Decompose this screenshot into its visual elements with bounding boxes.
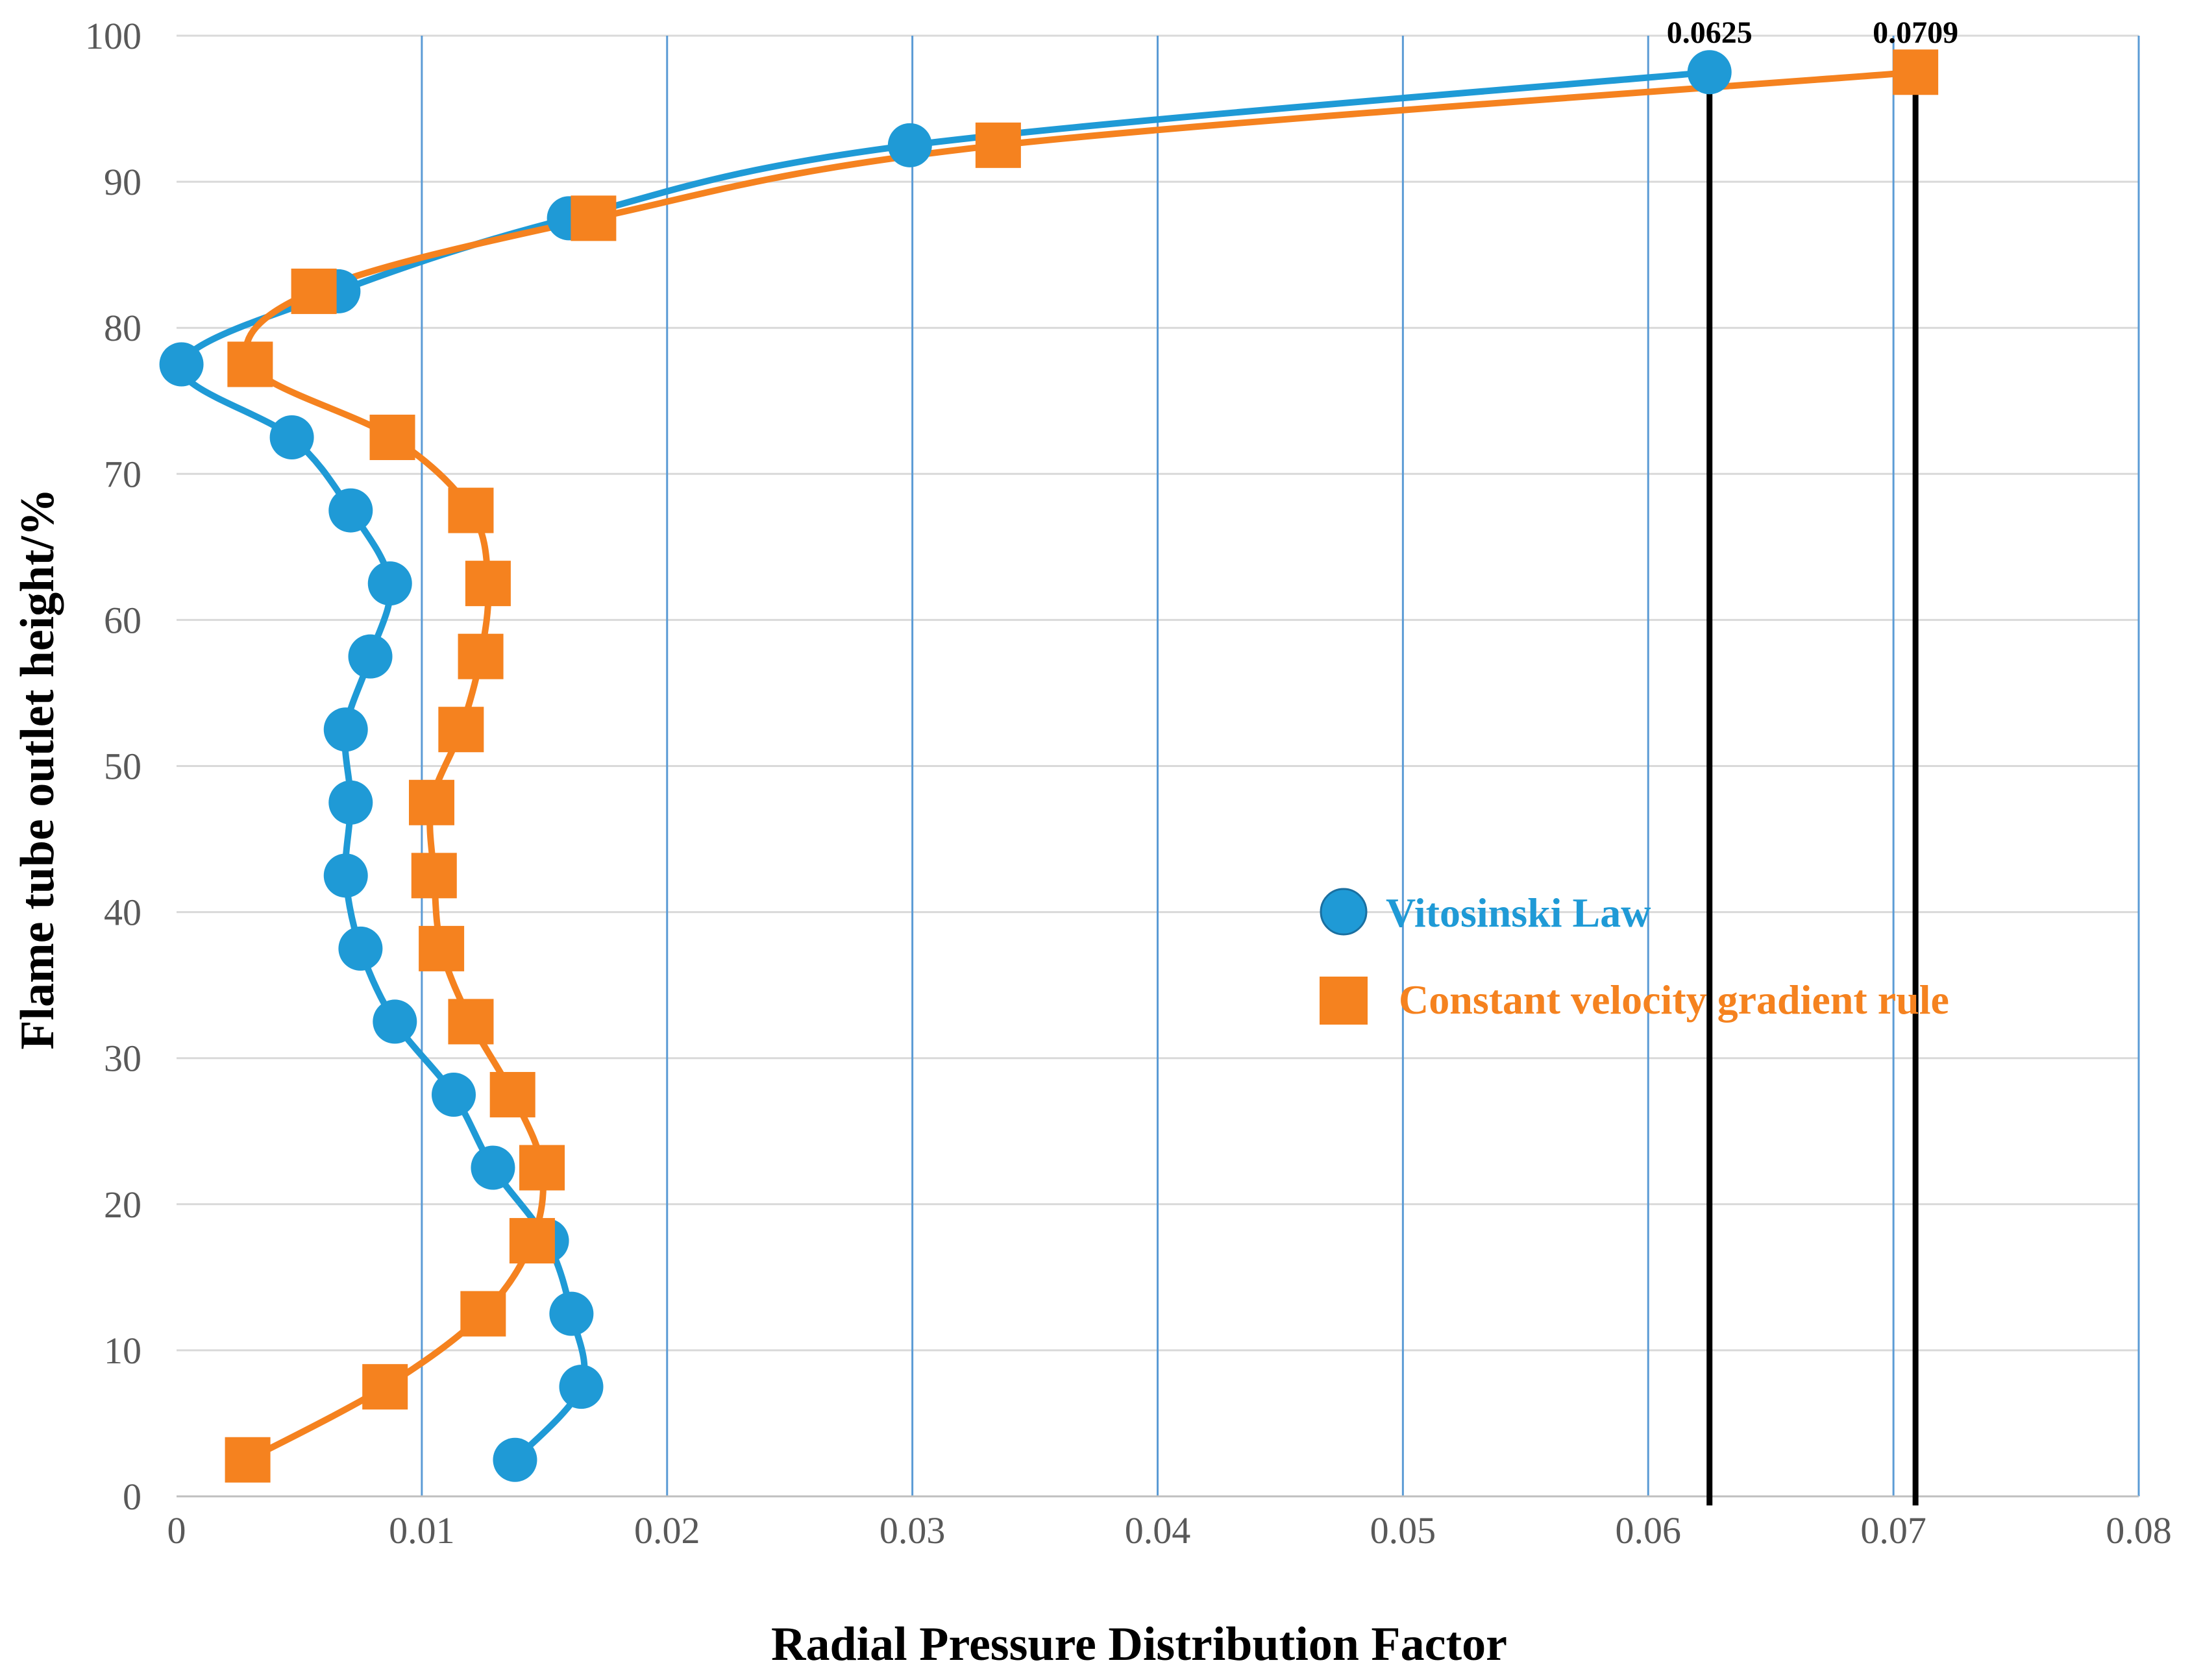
data-point-vitosinski <box>328 780 373 825</box>
y-axis-title: Flame tube outlet height/% <box>11 488 64 1049</box>
annotation-label: 0.0709 <box>1873 16 1958 50</box>
y-tick-label: 70 <box>104 453 141 495</box>
data-point-constant-velocity <box>362 1364 408 1410</box>
y-tick-label: 60 <box>104 599 141 641</box>
data-point-constant-velocity <box>369 415 415 461</box>
vertical-gridlines <box>421 36 2140 1496</box>
data-point-vitosinski <box>373 999 417 1044</box>
y-tick-label: 10 <box>104 1330 141 1372</box>
data-point-vitosinski <box>431 1072 476 1117</box>
data-point-constant-velocity <box>975 122 1021 168</box>
data-point-vitosinski <box>348 634 393 679</box>
y-tick-label: 0 <box>123 1476 141 1518</box>
data-point-constant-velocity <box>448 487 494 533</box>
data-point-vitosinski <box>367 561 412 606</box>
data-point-constant-velocity <box>411 853 457 899</box>
data-point-vitosinski <box>269 415 314 460</box>
x-tick-labels: 0 0.01 0.02 0.03 0.04 0.05 0.06 0.07 0.08 <box>167 1509 2172 1552</box>
y-tick-label: 90 <box>104 161 141 203</box>
data-point-vitosinski <box>559 1365 604 1409</box>
x-tick-label: 0.03 <box>880 1509 946 1552</box>
data-point-vitosinski <box>328 488 373 533</box>
data-point-constant-velocity <box>460 1291 506 1337</box>
data-point-constant-velocity <box>225 1437 271 1483</box>
legend-label-constant-velocity: Constant velocity gradient rule <box>1399 977 1949 1023</box>
data-point-constant-velocity <box>489 1071 535 1117</box>
series-markers <box>159 49 1939 1483</box>
y-tick-label: 40 <box>104 892 141 934</box>
data-point-vitosinski <box>338 926 383 971</box>
x-tick-label: 0.02 <box>634 1509 700 1552</box>
y-tick-labels: 0 10 20 30 40 50 60 70 80 90 100 <box>85 15 141 1518</box>
legend-label-vitosinski: Vitosinski Law <box>1386 890 1651 936</box>
y-tick-label: 100 <box>85 15 141 57</box>
data-point-constant-velocity <box>465 561 511 607</box>
data-point-constant-velocity <box>227 341 273 387</box>
data-point-constant-velocity <box>448 999 494 1045</box>
x-tick-label: 0.05 <box>1370 1509 1436 1552</box>
annotations: 0.0625 0.0709 <box>1667 16 1958 1505</box>
x-tick-label: 0.01 <box>389 1509 455 1552</box>
x-axis-title: Radial Pressure Distribution Factor <box>771 1618 1507 1671</box>
data-point-vitosinski <box>323 853 368 898</box>
data-point-constant-velocity <box>408 779 454 825</box>
data-point-constant-velocity <box>571 195 617 241</box>
legend-marker-constant-velocity <box>1320 977 1368 1025</box>
y-tick-label: 30 <box>104 1038 141 1080</box>
x-tick-label: 0.07 <box>1860 1509 1926 1552</box>
data-point-constant-velocity <box>1893 49 1939 95</box>
series-line-constant-velocity <box>243 69 1919 1463</box>
data-point-constant-velocity <box>519 1145 565 1191</box>
annotation-label: 0.0625 <box>1667 16 1753 50</box>
y-tick-label: 50 <box>104 746 141 788</box>
data-point-vitosinski <box>159 342 204 387</box>
x-tick-label: 0.06 <box>1616 1509 1682 1552</box>
data-point-constant-velocity <box>509 1218 555 1264</box>
data-point-vitosinski <box>493 1437 537 1482</box>
data-point-constant-velocity <box>458 633 504 679</box>
data-point-vitosinski <box>323 707 368 752</box>
data-point-vitosinski <box>471 1145 515 1190</box>
data-point-vitosinski <box>887 123 932 167</box>
legend-marker-vitosinski <box>1320 888 1368 936</box>
data-point-constant-velocity <box>419 925 465 971</box>
data-point-vitosinski <box>1687 50 1732 95</box>
data-point-constant-velocity <box>291 268 337 314</box>
x-tick-label: 0.08 <box>2106 1509 2172 1552</box>
data-point-constant-velocity <box>438 707 484 753</box>
y-tick-label: 20 <box>104 1184 141 1226</box>
y-tick-label: 80 <box>104 307 141 349</box>
legend: Vitosinski Law Constant velocity gradien… <box>1320 888 1949 1025</box>
data-point-vitosinski <box>549 1291 594 1336</box>
x-tick-label: 0 <box>167 1509 186 1552</box>
x-tick-label: 0.04 <box>1125 1509 1191 1552</box>
